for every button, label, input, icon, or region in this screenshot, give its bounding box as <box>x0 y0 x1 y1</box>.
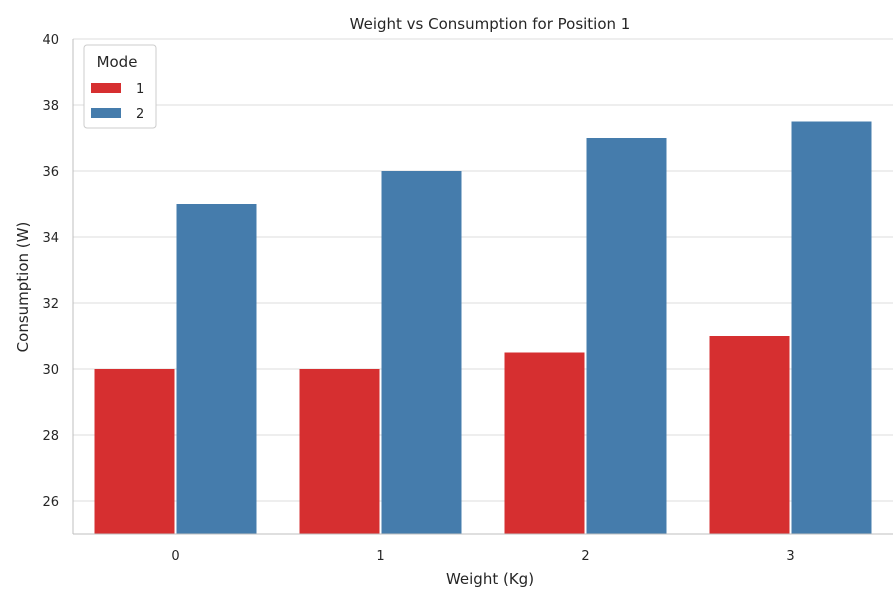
x-tick-label: 0 <box>171 549 179 564</box>
legend-swatch-mode-1 <box>91 83 121 93</box>
legend-title: Mode <box>97 53 138 71</box>
y-tick-labels: 26 28 30 32 34 36 38 40 <box>42 33 59 510</box>
bar-mode-1-weight-1 <box>299 369 380 534</box>
bar-mode-1-weight-2 <box>504 352 585 534</box>
y-tick-label: 30 <box>42 363 59 378</box>
y-tick-label: 38 <box>42 99 59 114</box>
x-tick-labels: 0 1 2 3 <box>171 549 794 564</box>
x-tick-label: 2 <box>581 549 589 564</box>
y-tick-label: 28 <box>42 429 59 444</box>
bar-mode-2-weight-1 <box>381 171 462 534</box>
legend: Mode 1 2 <box>83 44 157 129</box>
x-axis-label: Weight (Kg) <box>446 570 534 588</box>
x-tick-label: 3 <box>786 549 794 564</box>
bar-mode-2-weight-3 <box>791 121 872 534</box>
y-tick-label: 26 <box>42 495 59 510</box>
bars <box>94 121 872 534</box>
chart-title: Weight vs Consumption for Position 1 <box>350 15 631 33</box>
bar-mode-1-weight-3 <box>709 336 790 534</box>
bar-mode-2-weight-2 <box>586 138 667 534</box>
y-tick-label: 32 <box>42 297 59 312</box>
legend-label-mode-1: 1 <box>136 82 144 97</box>
bar-mode-2-weight-0 <box>176 204 257 534</box>
bar-mode-1-weight-0 <box>94 369 175 534</box>
y-tick-label: 40 <box>42 33 59 48</box>
legend-label-mode-2: 2 <box>136 107 144 122</box>
y-tick-label: 36 <box>42 165 59 180</box>
axes <box>72 39 893 535</box>
y-axis-label: Consumption (W) <box>14 222 32 353</box>
legend-swatch-mode-2 <box>91 108 121 118</box>
y-tick-label: 34 <box>42 231 59 246</box>
x-tick-label: 1 <box>376 549 384 564</box>
